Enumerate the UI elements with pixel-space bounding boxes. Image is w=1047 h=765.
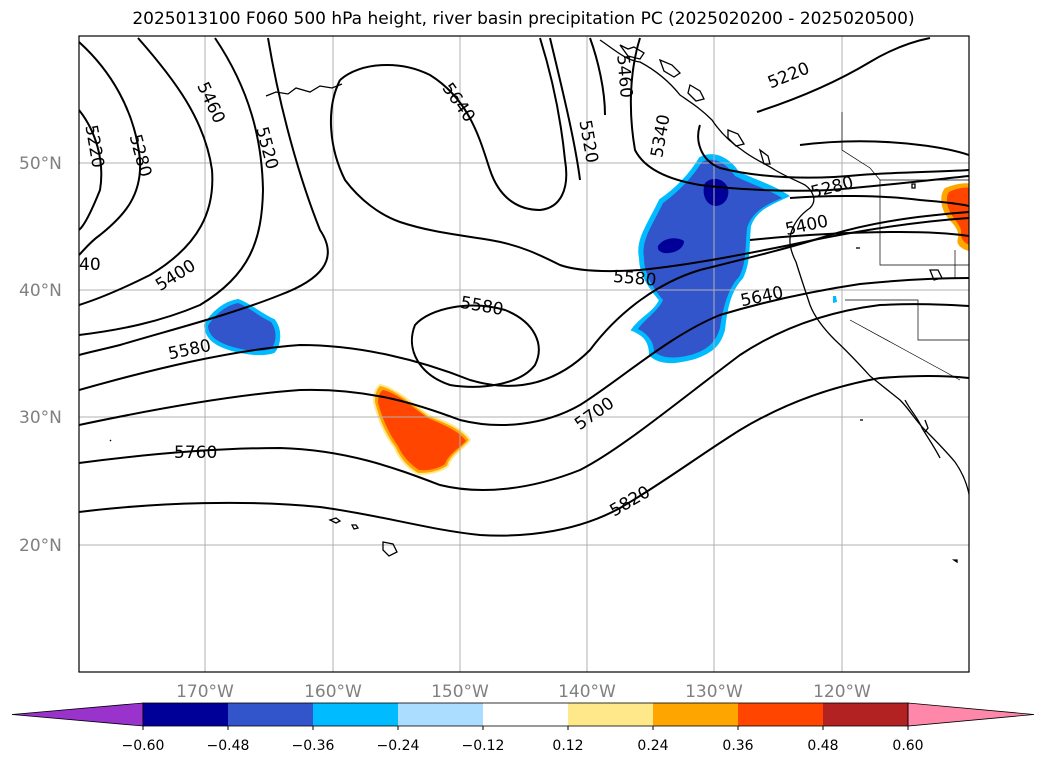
colorbar-swatch <box>738 703 823 726</box>
precip-region-northeast-pacific-core <box>638 159 782 358</box>
precip-region-central-pacific-core <box>378 390 466 471</box>
lon-label-130w: 130°W <box>685 682 743 702</box>
contour-label: 5460 <box>612 54 636 99</box>
colorbar-tick-label: −0.12 <box>462 738 505 754</box>
colorbar-swatch <box>568 703 653 726</box>
lon-label-160w: 160°W <box>304 682 362 702</box>
colorbar-swatch <box>398 703 483 726</box>
colorbar-tick-label: 0.36 <box>722 738 753 754</box>
colorbar-swatch <box>483 703 568 726</box>
colorbar-tick-label: 0.12 <box>552 738 583 754</box>
latitude-labels: 50°N 40°N 30°N 20°N <box>19 154 62 556</box>
lon-label-170w: 170°W <box>176 682 234 702</box>
colorbar: −0.60 −0.48 −0.36 −0.24 −0.12 0.12 0.24 0.36 0.4… <box>11 702 1035 754</box>
colorbar-swatch <box>313 703 398 726</box>
precip-region-dark-core-2 <box>657 238 684 254</box>
lat-label-40n: 40°N <box>19 281 62 301</box>
colorbar-tick-label: −0.48 <box>207 738 250 754</box>
colorbar-extend-low <box>11 702 144 727</box>
lon-label-120w: 120°W <box>813 682 871 702</box>
precip-region-east-edge-core <box>946 187 969 245</box>
colorbar-swatch <box>823 703 908 726</box>
colorbar-swatch <box>143 703 228 726</box>
colorbar-swatch <box>228 703 313 726</box>
longitude-labels: 170°W 160°W 150°W 140°W 130°W 120°W <box>176 682 871 702</box>
colorbar-tick-label: 0.60 <box>892 738 923 754</box>
lon-label-150w: 150°W <box>431 682 489 702</box>
map-frame <box>78 35 970 673</box>
colorbar-tick-label: 0.48 <box>807 738 838 754</box>
colorbar-tick-label: −0.60 <box>122 738 165 754</box>
colorbar-extend-high <box>907 702 1035 727</box>
precip-shading <box>203 154 969 476</box>
colorbar-outline <box>142 702 909 727</box>
contour-label: 5580 <box>612 267 657 291</box>
lat-label-50n: 50°N <box>19 154 62 174</box>
map-title: 2025013100 F060 500 hPa height, river ba… <box>132 9 915 29</box>
contour-label: 40 <box>79 255 101 275</box>
colorbar-tick-label: −0.24 <box>377 738 420 754</box>
lat-label-20n: 20°N <box>19 536 62 556</box>
colorbar-swatch <box>653 703 738 726</box>
precip-region-small-speck <box>833 296 837 303</box>
lat-label-30n: 30°N <box>19 408 62 428</box>
colorbar-tick-label: 0.24 <box>637 738 668 754</box>
contour-label: 5760 <box>174 443 217 463</box>
height-contours <box>79 37 969 537</box>
lon-label-140w: 140°W <box>558 682 616 702</box>
colorbar-tick-label: −0.36 <box>292 738 335 754</box>
